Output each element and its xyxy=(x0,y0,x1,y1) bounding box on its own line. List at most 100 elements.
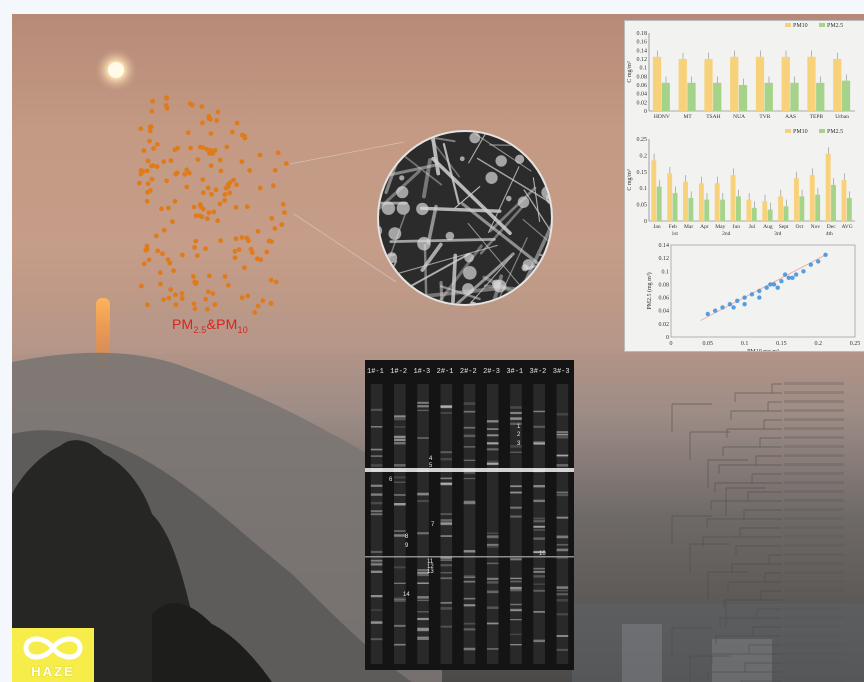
particle-dot xyxy=(147,138,153,144)
particle-dot xyxy=(145,189,150,195)
particle-dot xyxy=(245,293,251,299)
particle-dot xyxy=(147,128,153,134)
particle-dot xyxy=(227,180,233,186)
particle-dot xyxy=(174,170,180,176)
gel-band xyxy=(486,606,499,609)
gel-band xyxy=(556,464,569,467)
taxon-label xyxy=(784,616,844,619)
particle-dot xyxy=(195,253,200,259)
y-tick-label: 0.16 xyxy=(637,40,648,46)
bar-pm25 xyxy=(790,82,799,111)
x-tick-label: May xyxy=(715,224,725,230)
particle-blob xyxy=(517,196,530,208)
gel-lane-label: 1#-3 xyxy=(413,368,431,376)
particle-dot xyxy=(244,235,250,241)
x-group-label: 3rd xyxy=(774,231,782,237)
gel-band xyxy=(370,493,383,496)
scatter-point xyxy=(775,285,780,290)
legend-swatch xyxy=(819,129,825,133)
gel-band xyxy=(417,599,429,602)
bar-pm10 xyxy=(652,56,662,111)
x-tick-label: 0.1 xyxy=(741,341,749,347)
bar-pm25 xyxy=(720,199,726,221)
particle-dot xyxy=(154,142,160,147)
taxon-label xyxy=(784,607,844,610)
fiber xyxy=(474,133,532,172)
x-tick-label: AVG xyxy=(841,224,852,230)
y-axis-label: PM2.5 (mg m³) xyxy=(646,272,653,309)
scatter-point xyxy=(757,288,762,294)
particle-dot xyxy=(217,201,223,207)
scatter-point xyxy=(768,282,773,287)
gel-band xyxy=(370,501,383,505)
particle-dot xyxy=(205,306,210,312)
gel-band xyxy=(440,521,453,523)
gel-lane xyxy=(486,384,499,664)
y-tick-label: 0.1 xyxy=(640,66,648,72)
legend-swatch xyxy=(785,23,791,27)
particle-blob xyxy=(416,202,429,216)
gel-lane-label: 2#-2 xyxy=(459,368,477,376)
particle-dot xyxy=(166,205,171,211)
bar-pm25 xyxy=(764,82,773,111)
gel-band xyxy=(394,643,406,646)
gel-band xyxy=(370,510,383,513)
bar-pm10 xyxy=(781,56,790,111)
fiber xyxy=(430,138,461,178)
legend-entry: PM2.5 xyxy=(827,129,843,135)
particle-blob xyxy=(495,132,510,138)
particle-blob xyxy=(381,201,396,215)
gel-band xyxy=(394,582,406,585)
gel-band xyxy=(440,625,453,628)
gel-band xyxy=(417,437,429,439)
gel-band xyxy=(510,451,522,453)
bar-pm10 xyxy=(667,173,673,221)
gel-band xyxy=(486,442,499,445)
scatter-point xyxy=(779,278,784,284)
particle-blob xyxy=(396,201,410,215)
particle-dot xyxy=(239,159,245,165)
gel-band xyxy=(533,570,545,573)
y-tick-label: 0.18 xyxy=(637,31,648,37)
gel-band xyxy=(440,519,453,521)
particle-dot xyxy=(222,192,228,197)
scatter-point xyxy=(727,301,733,307)
particle-dot xyxy=(217,157,223,163)
band-number: 13 xyxy=(427,569,434,575)
y-tick-label: 0.06 xyxy=(637,83,648,89)
fiber xyxy=(454,186,481,209)
band-number: 3 xyxy=(517,441,521,447)
particle-dot xyxy=(150,98,156,104)
particle-dot xyxy=(168,158,174,163)
taxon-label xyxy=(784,436,844,439)
particle-dot xyxy=(208,131,214,136)
particle-dot xyxy=(252,310,258,315)
haze-logo: HAZE xyxy=(12,628,94,682)
particle-dot xyxy=(208,163,214,169)
particle-blob xyxy=(493,279,507,293)
bar-pm10 xyxy=(730,175,736,221)
particle-blob xyxy=(380,155,391,166)
fiber xyxy=(488,166,520,234)
taxon-label xyxy=(784,508,844,511)
bar-pm10 xyxy=(714,183,720,221)
gel-band xyxy=(417,637,429,640)
gel-band xyxy=(440,607,453,610)
gel-band xyxy=(394,597,406,600)
gel-band xyxy=(533,499,545,503)
particle-dot xyxy=(234,182,239,188)
gel-band xyxy=(486,622,499,625)
particle-dot xyxy=(161,159,167,165)
scatter-point xyxy=(757,295,762,300)
gel-band xyxy=(370,513,383,516)
particle-dot xyxy=(161,297,166,302)
particle-dot xyxy=(179,291,185,296)
gel-band xyxy=(510,515,522,518)
particle-dot xyxy=(224,144,230,150)
particle-dot xyxy=(138,126,144,132)
band-number: 11 xyxy=(427,559,434,565)
particle-blob xyxy=(536,274,545,283)
particle-blob xyxy=(477,132,492,133)
scatter-chart: 0 0.02 0.04 0.06 0.08 0.1 0.12 0.14 0 0.05 0.1 0.15… xyxy=(646,243,860,355)
particle-dot xyxy=(182,171,188,177)
